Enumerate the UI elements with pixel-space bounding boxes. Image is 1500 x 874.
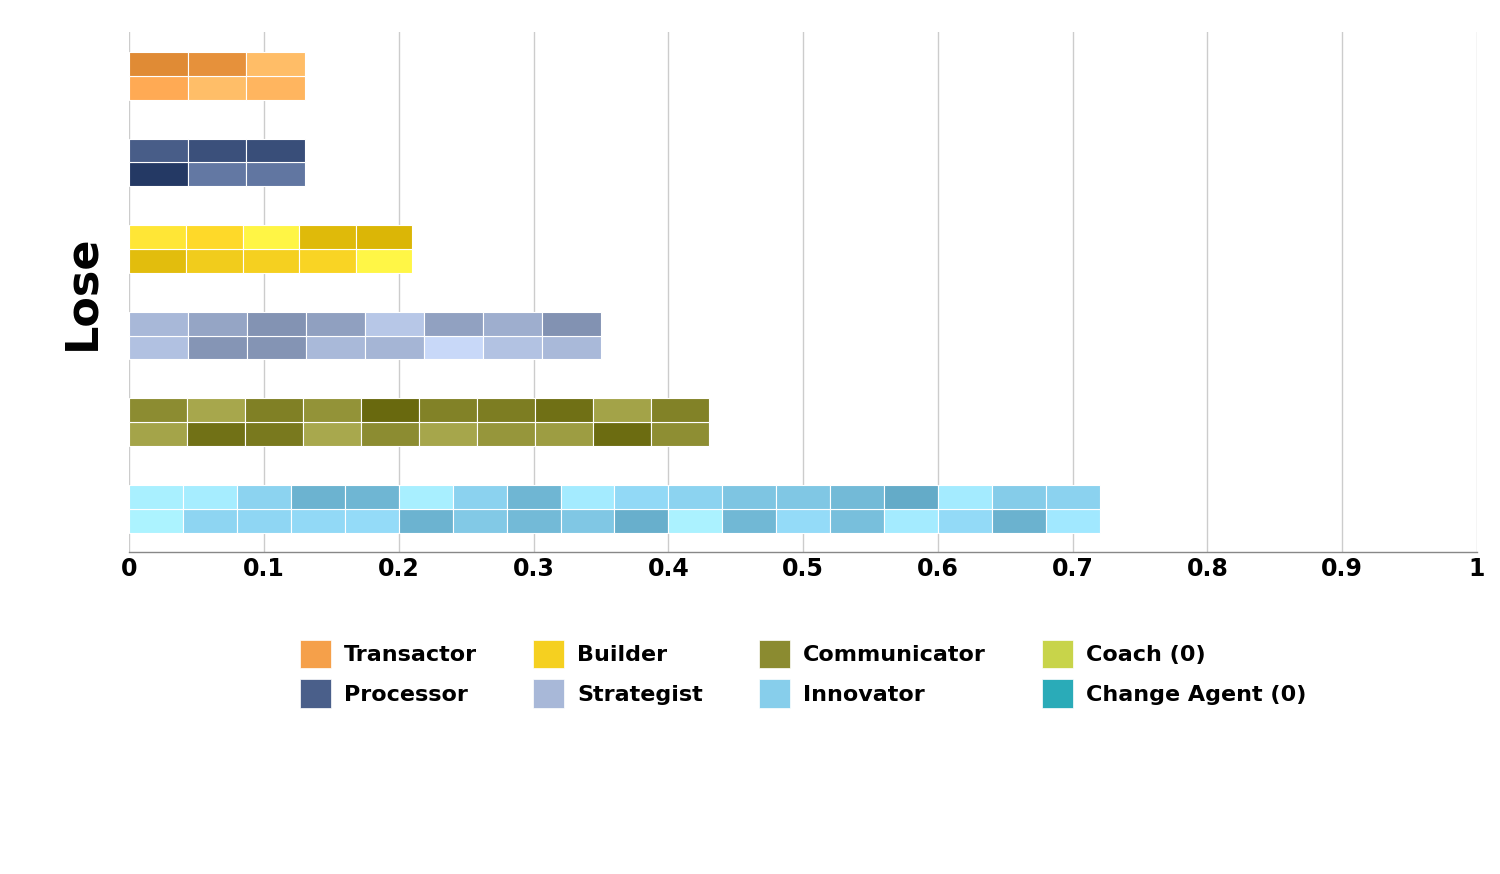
Bar xyxy=(483,312,542,336)
Bar xyxy=(188,139,246,163)
Bar xyxy=(542,312,602,336)
Bar xyxy=(364,312,424,336)
Bar xyxy=(424,312,483,336)
Bar xyxy=(188,399,246,422)
Bar xyxy=(129,225,186,249)
Bar xyxy=(830,485,884,509)
Bar xyxy=(243,225,298,249)
Bar xyxy=(830,509,884,532)
Bar xyxy=(399,509,453,532)
Bar xyxy=(188,163,246,186)
Bar xyxy=(246,163,304,186)
Bar xyxy=(129,399,188,422)
Bar xyxy=(129,52,188,76)
Bar xyxy=(129,163,188,186)
Bar xyxy=(183,509,237,532)
Bar xyxy=(243,249,298,273)
Legend: Transactor, Processor, Builder, Strategist, Communicator, Innovator, Coach (0), : Transactor, Processor, Builder, Strategi… xyxy=(291,631,1316,717)
Bar xyxy=(424,336,483,359)
Bar xyxy=(561,509,615,532)
Bar xyxy=(1046,509,1100,532)
Bar xyxy=(186,249,243,273)
Bar xyxy=(507,485,561,509)
Bar xyxy=(129,485,183,509)
Bar xyxy=(419,399,477,422)
Bar xyxy=(237,485,291,509)
Bar xyxy=(129,509,183,532)
Bar xyxy=(298,225,355,249)
Bar xyxy=(723,509,776,532)
Bar xyxy=(561,485,615,509)
Bar xyxy=(992,485,1045,509)
Bar xyxy=(303,422,362,446)
Bar xyxy=(507,509,561,532)
Bar xyxy=(291,485,345,509)
Bar xyxy=(345,485,399,509)
Bar xyxy=(362,422,419,446)
Bar xyxy=(246,422,303,446)
Bar xyxy=(129,422,188,446)
Bar xyxy=(129,336,189,359)
Bar xyxy=(615,485,669,509)
Y-axis label: Lose: Lose xyxy=(60,234,104,350)
Bar xyxy=(129,249,186,273)
Bar xyxy=(477,399,536,422)
Bar xyxy=(248,336,306,359)
Bar xyxy=(651,422,710,446)
Bar xyxy=(992,509,1045,532)
Bar xyxy=(183,485,237,509)
Bar xyxy=(189,312,248,336)
Bar xyxy=(129,76,188,100)
Bar xyxy=(246,76,304,100)
Bar xyxy=(615,509,669,532)
Bar xyxy=(419,422,477,446)
Bar xyxy=(246,139,304,163)
Bar xyxy=(536,422,592,446)
Bar xyxy=(248,312,306,336)
Bar xyxy=(669,485,723,509)
Bar xyxy=(246,399,303,422)
Bar xyxy=(189,336,248,359)
Bar xyxy=(884,485,938,509)
Bar xyxy=(306,336,364,359)
Bar xyxy=(453,485,507,509)
Bar xyxy=(592,422,651,446)
Bar xyxy=(129,312,189,336)
Bar xyxy=(542,336,602,359)
Bar xyxy=(938,485,992,509)
Bar xyxy=(188,422,246,446)
Bar xyxy=(651,399,710,422)
Bar xyxy=(188,76,246,100)
Bar xyxy=(536,399,592,422)
Bar xyxy=(345,509,399,532)
Bar xyxy=(129,139,188,163)
Bar xyxy=(306,312,364,336)
Bar xyxy=(453,509,507,532)
Bar xyxy=(356,249,413,273)
Bar xyxy=(188,52,246,76)
Bar xyxy=(399,485,453,509)
Bar xyxy=(246,52,304,76)
Bar xyxy=(776,485,830,509)
Bar xyxy=(938,509,992,532)
Bar xyxy=(1046,485,1100,509)
Bar xyxy=(362,399,419,422)
Bar xyxy=(364,336,424,359)
Bar xyxy=(477,422,536,446)
Bar xyxy=(303,399,362,422)
Bar xyxy=(723,485,776,509)
Bar xyxy=(237,509,291,532)
Bar xyxy=(776,509,830,532)
Bar xyxy=(186,225,243,249)
Bar xyxy=(291,509,345,532)
Bar xyxy=(884,509,938,532)
Bar xyxy=(298,249,355,273)
Bar xyxy=(356,225,413,249)
Bar xyxy=(592,399,651,422)
Bar xyxy=(669,509,723,532)
Bar xyxy=(483,336,542,359)
